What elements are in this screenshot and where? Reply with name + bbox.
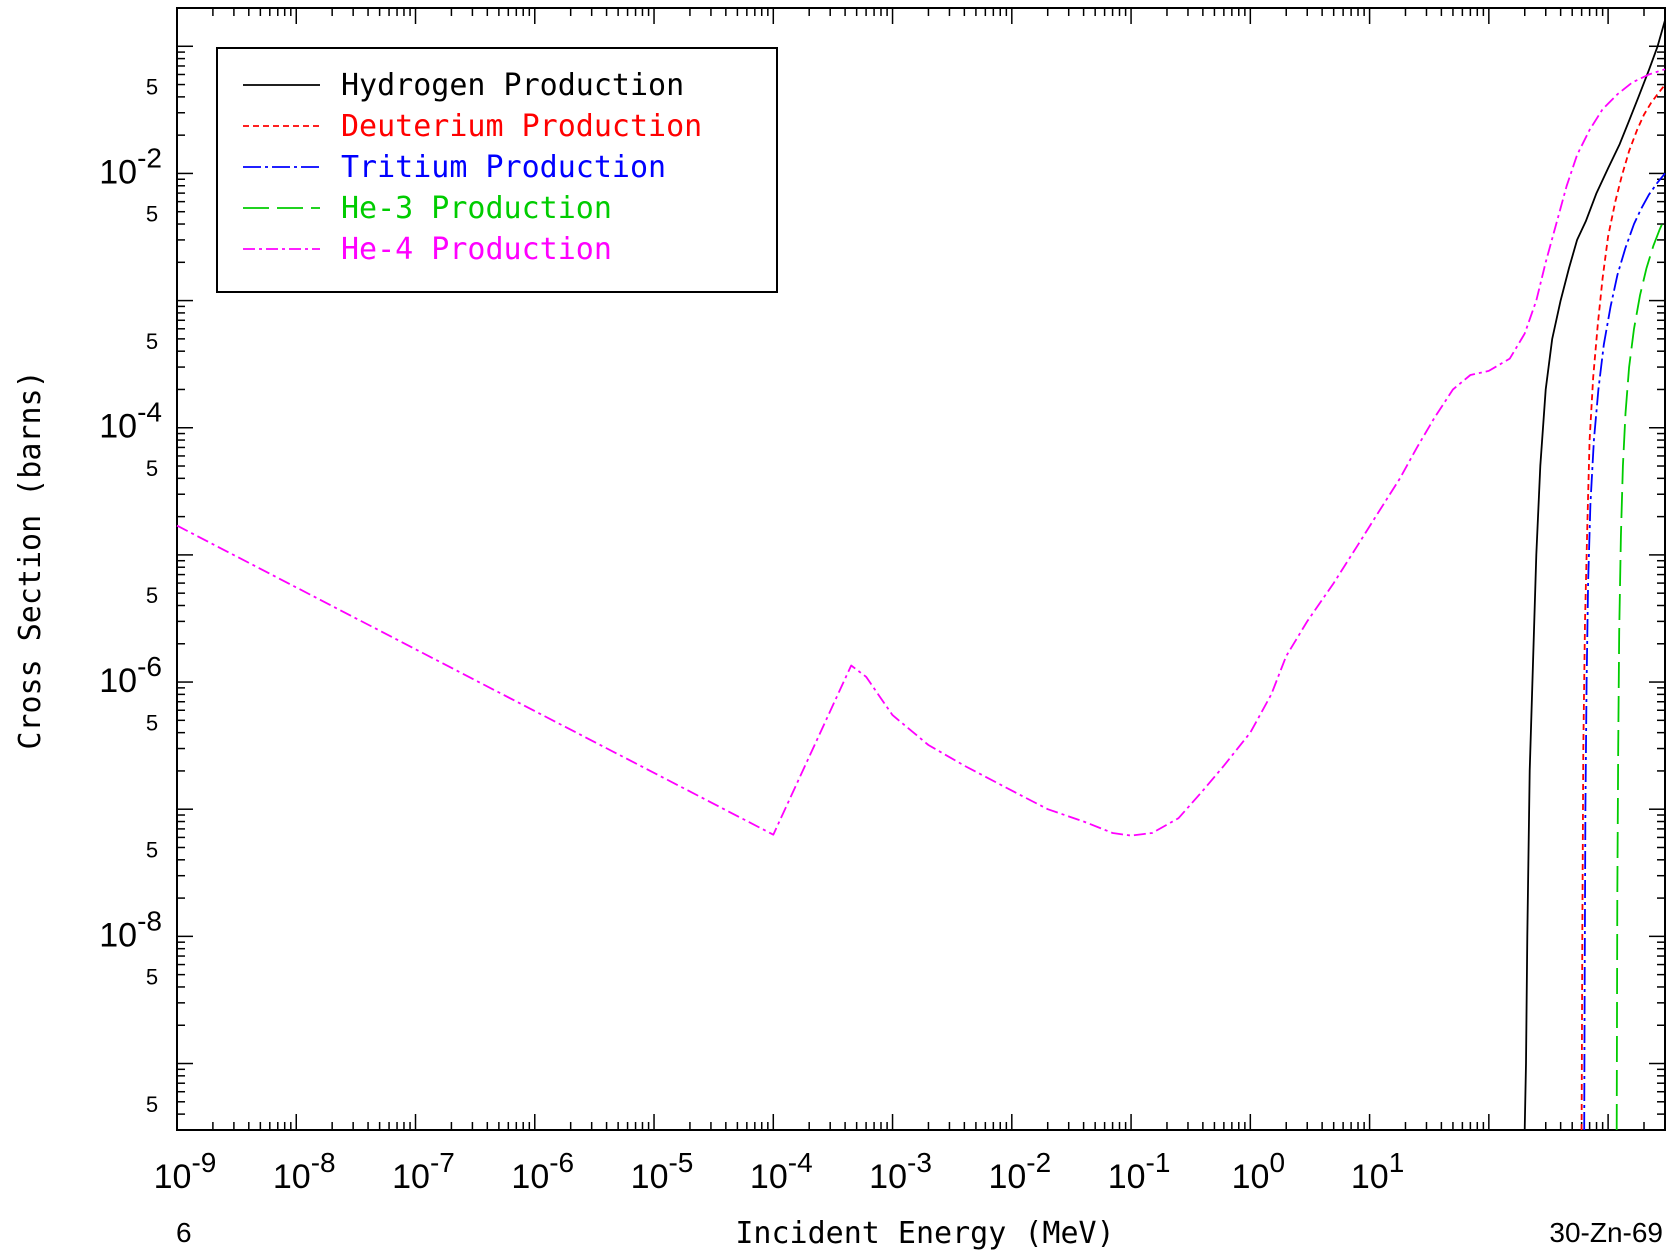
y-tick-label: 10-4 <box>99 397 162 446</box>
series-line-he-3-production <box>1615 217 1666 1131</box>
y-tick-labels: 5 5 5 5 5 5 5 5 5 10-2 10-4 10-6 10-8 <box>99 75 162 1117</box>
x-axis-label: Incident Energy (MeV) <box>735 1216 1114 1251</box>
legend-label: Tritium Production <box>341 150 666 185</box>
legend-label: He-4 Production <box>341 232 612 267</box>
x-tick-label: 100 <box>1232 1147 1285 1196</box>
x-tick-label: 10-3 <box>869 1147 932 1196</box>
plot-frame <box>176 7 1666 1131</box>
x-tick-labels: 10-9 10-8 10-7 10-6 10-5 10-4 10-3 10-2 10-1 100 1… <box>154 1147 1405 1196</box>
series-line-deuterium-production <box>1580 84 1666 1131</box>
y-tick-label: 10-6 <box>99 651 162 700</box>
y-minor-tick-label: 5 <box>146 75 158 100</box>
legend-box <box>216 47 778 293</box>
legend-label: He-3 Production <box>341 191 612 226</box>
y-minor-tick-label: 5 <box>146 456 158 481</box>
legend: Hydrogen Production Deuterium Production T… <box>216 47 778 293</box>
y-tick-label: 10-8 <box>99 905 162 954</box>
x-tick-label: 10-7 <box>392 1147 455 1196</box>
footer-right-label: 30-Zn-69 <box>1549 1217 1663 1248</box>
y-minor-tick-label: 5 <box>146 965 158 990</box>
y-minor-tick-label: 5 <box>146 329 158 354</box>
axis-ticks <box>176 7 1666 1131</box>
y-axis-label: Cross Section (barns) <box>13 370 48 749</box>
x-tick-label: 10-1 <box>1108 1147 1171 1196</box>
x-tick-label: 10-2 <box>988 1147 1051 1196</box>
x-tick-label: 10-6 <box>511 1147 574 1196</box>
y-minor-tick-label: 5 <box>146 837 158 862</box>
legend-label: Deuterium Production <box>341 109 702 144</box>
series-line-hydrogen-production <box>1523 20 1666 1131</box>
x-tick-label: 10-4 <box>750 1147 813 1196</box>
series-group <box>176 20 1666 1131</box>
y-minor-tick-label: 5 <box>146 583 158 608</box>
y-minor-tick-label: 5 <box>146 1092 158 1117</box>
x-tick-label: 10-9 <box>154 1147 217 1196</box>
y-tick-label: 10-2 <box>99 142 162 191</box>
x-tick-label: 10-8 <box>273 1147 336 1196</box>
footer-left-label: 6 <box>176 1217 192 1248</box>
x-tick-label: 10-5 <box>631 1147 694 1196</box>
y-minor-tick-label: 5 <box>146 202 158 227</box>
x-tick-label: 101 <box>1351 1147 1404 1196</box>
legend-label: Hydrogen Production <box>341 68 684 103</box>
y-minor-tick-label: 5 <box>146 710 158 735</box>
series-line-he-4-production <box>176 68 1666 837</box>
series-line-tritium-production <box>1583 172 1666 1131</box>
